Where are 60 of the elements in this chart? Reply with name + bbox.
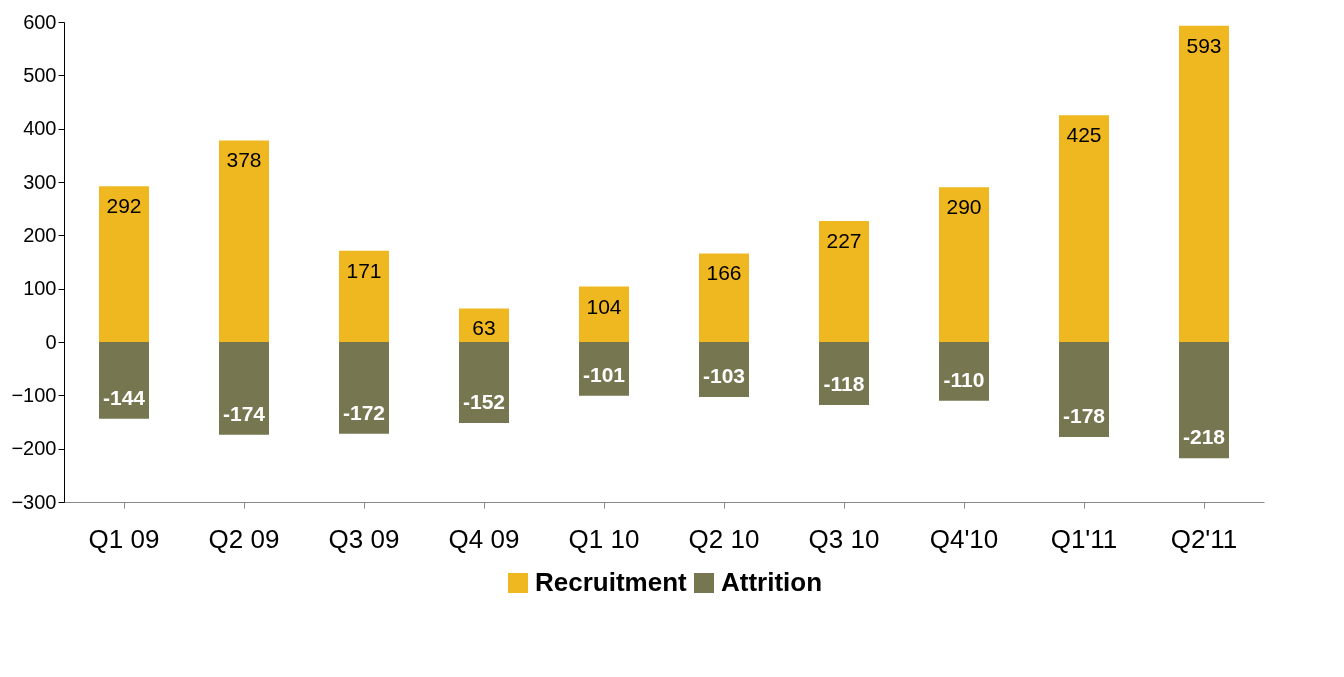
y-tick-label: 0 xyxy=(45,330,57,353)
bar xyxy=(819,220,869,342)
data-label: -110 xyxy=(943,367,985,391)
bar xyxy=(459,308,509,342)
x-tick-label: Q4'10 xyxy=(929,523,999,554)
y-tick-label: 200 xyxy=(23,223,57,246)
y-tick-label: 300 xyxy=(23,170,57,193)
x-tick-label: Q1 09 xyxy=(88,523,160,554)
data-label: 378 xyxy=(226,148,262,172)
y-tick-label: 400 xyxy=(23,117,57,140)
y-tick-label: −100 xyxy=(11,383,57,406)
bar xyxy=(459,342,509,424)
data-label: -178 xyxy=(1062,403,1106,427)
data-label: -172 xyxy=(342,400,386,424)
data-label: 425 xyxy=(1066,123,1102,147)
x-tick-label: Q3 10 xyxy=(808,523,880,554)
bar xyxy=(219,342,269,435)
legend-label: Recruitment xyxy=(535,567,688,597)
x-tick-label: Q3 09 xyxy=(328,523,400,554)
data-label: -174 xyxy=(222,401,266,425)
bar xyxy=(99,342,149,419)
y-tick-label: 100 xyxy=(23,277,57,300)
legend-label: Attrition xyxy=(721,567,823,597)
data-label: -218 xyxy=(1182,425,1226,449)
data-label: 227 xyxy=(826,228,862,252)
bar xyxy=(579,286,629,342)
bar xyxy=(939,342,989,401)
bar xyxy=(819,342,869,405)
data-label: 292 xyxy=(106,194,142,218)
bar xyxy=(339,250,389,342)
data-label: 166 xyxy=(706,261,742,285)
data-label: 104 xyxy=(586,294,622,318)
data-label: -152 xyxy=(462,390,506,414)
bar xyxy=(699,253,749,342)
bar xyxy=(939,187,989,342)
x-tick-label: Q2'11 xyxy=(1170,523,1238,554)
bar xyxy=(219,140,269,342)
y-tick-label: 500 xyxy=(23,63,57,86)
data-label: -144 xyxy=(102,385,146,409)
y-tick-label: −200 xyxy=(11,437,57,460)
x-tick-label: Q2 10 xyxy=(688,523,760,554)
data-label: 171 xyxy=(346,258,382,282)
bar xyxy=(1179,25,1229,342)
data-label: -103 xyxy=(702,363,746,387)
x-tick-label: Q1'11 xyxy=(1050,523,1118,554)
bar xyxy=(339,342,389,434)
data-label: 290 xyxy=(946,195,982,219)
bar xyxy=(1059,115,1109,342)
bar xyxy=(1059,342,1109,437)
bar xyxy=(1179,342,1229,459)
bar xyxy=(99,186,149,342)
data-label: -101 xyxy=(582,362,626,386)
data-label: 63 xyxy=(472,316,496,340)
x-tick-label: Q2 09 xyxy=(208,523,280,554)
data-label: -118 xyxy=(823,371,865,395)
x-tick-label: Q1 10 xyxy=(568,523,640,554)
y-tick-label: 600 xyxy=(23,10,57,33)
data-label: 593 xyxy=(1186,33,1222,57)
y-tick-label: −300 xyxy=(11,490,57,513)
x-tick-label: Q4 09 xyxy=(448,523,520,554)
